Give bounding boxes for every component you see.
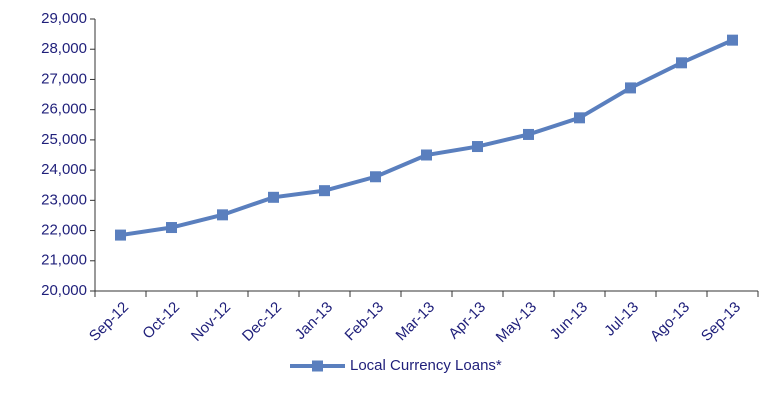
x-tick-label: Dec-12: [239, 299, 285, 345]
point-marker: [115, 229, 126, 241]
x-tick-label: Sep-13: [698, 299, 744, 345]
x-tick-label: Jul-13: [601, 299, 642, 340]
y-tick-label: 20,000: [41, 282, 87, 299]
point-marker: [421, 149, 432, 161]
point-marker: [268, 191, 279, 203]
series-line: [120, 38, 734, 238]
x-tick-label: Mar-13: [393, 299, 439, 345]
x-tick-label: Nov-12: [188, 299, 234, 345]
point-marker: [217, 209, 228, 221]
point-marker: [523, 128, 534, 140]
x-tick-label: Sep-12: [86, 299, 132, 345]
x-tick-label: Jan-13: [292, 299, 336, 343]
legend-label: Local Currency Loans*: [350, 357, 502, 374]
x-tick-label: Apr-13: [445, 299, 489, 343]
point-marker: [370, 171, 381, 183]
point-marker: [472, 141, 483, 153]
point-marker: [166, 222, 177, 234]
legend-marker: [312, 360, 323, 372]
y-tick-label: 29,000: [41, 10, 87, 27]
y-tick-label: 23,000: [41, 191, 87, 208]
y-tick-label: 24,000: [41, 161, 87, 178]
point-marker: [319, 185, 330, 197]
x-tick-label: Jun-13: [547, 299, 591, 343]
point-marker: [574, 112, 585, 124]
x-tick-label: Ago-13: [647, 299, 693, 345]
y-tick-label: 27,000: [41, 70, 87, 87]
y-tick-label: 28,000: [41, 40, 87, 57]
x-tick-label: May-13: [493, 299, 540, 346]
x-tick-label: Oct-12: [139, 299, 183, 343]
point-marker: [625, 82, 636, 94]
y-tick-label: 21,000: [41, 252, 87, 269]
point-marker: [727, 34, 738, 46]
y-tick-label: 25,000: [41, 131, 87, 148]
x-tick-label: Feb-13: [342, 299, 388, 345]
y-tick-label: 26,000: [41, 101, 87, 118]
point-marker: [676, 57, 687, 69]
y-tick-label: 22,000: [41, 222, 87, 239]
